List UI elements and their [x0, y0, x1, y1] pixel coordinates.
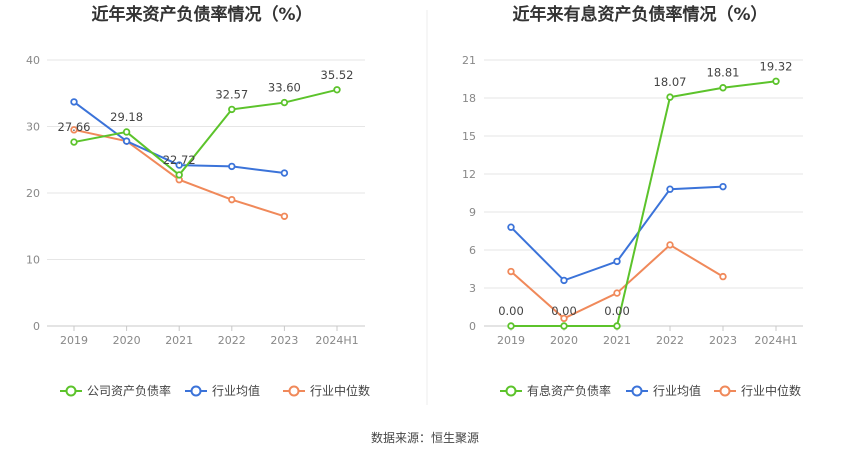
left-series-point-1: [280, 169, 289, 177]
left-x-tick-label: 2019: [60, 334, 88, 347]
left-series-point-0: [175, 171, 183, 179]
left-x-tick-label: 2022: [218, 334, 246, 347]
right-series-point-1: [719, 182, 727, 191]
right-series-point-0: [507, 322, 515, 330]
left-series-point-2: [280, 212, 289, 220]
right-series-point-2: [560, 314, 568, 323]
right-data-label: 18.81: [707, 66, 740, 80]
right-x-tick-label: 2023: [709, 334, 737, 347]
right-data-label: 18.07: [654, 75, 687, 89]
right-x-tick-label: 2021: [603, 334, 631, 347]
left-series-point-0: [122, 128, 131, 136]
right-series-line-0: [511, 80, 777, 327]
right-y-tick-label: 9: [469, 206, 476, 219]
right-series-point-1: [613, 257, 621, 266]
right-y-tick-label: 0: [469, 320, 476, 333]
right-legend-swatch-marker: [719, 385, 731, 397]
right-series-point-2: [666, 241, 674, 249]
right-series-point-0: [613, 322, 621, 330]
left-data-label: 27.66: [58, 120, 91, 134]
left-series-point-0: [228, 105, 236, 114]
left-x-tick-label: 2023: [270, 334, 298, 347]
left-series-point-1: [175, 161, 183, 169]
left-legend-swatch-marker: [288, 385, 300, 397]
left-legend-label: 行业均值: [212, 383, 260, 398]
right-legend-label: 有息资产负债率: [527, 383, 611, 398]
left-data-label: 33.60: [268, 81, 301, 95]
data-source-text: 数据来源：恒生聚源: [371, 430, 479, 445]
left-y-tick-label: 10: [26, 254, 40, 267]
left-legend-swatch-marker: [65, 385, 77, 397]
left-series-point-2: [228, 195, 236, 204]
right-y-tick-label: 6: [469, 244, 476, 257]
left-data-label: 29.18: [110, 110, 143, 124]
right-data-label: 0.00: [604, 304, 630, 318]
left-legend-swatch-marker: [190, 385, 202, 397]
right-series-point-2: [507, 267, 515, 276]
right-legend-label: 行业均值: [653, 383, 701, 398]
left-series-point-0: [280, 98, 289, 107]
right-series-point-1: [560, 276, 568, 285]
right-series-point-0: [772, 77, 780, 85]
left-series-point-1: [122, 137, 131, 145]
right-series-point-0: [560, 322, 568, 330]
right-data-label: 0.00: [551, 304, 577, 318]
right-series-point-0: [719, 84, 727, 92]
right-x-tick-label: 2019: [497, 334, 525, 347]
right-series-line-1: [510, 185, 724, 282]
left-series-point-0: [70, 138, 78, 146]
right-series-point-0: [666, 93, 674, 101]
left-data-label: 32.57: [215, 87, 248, 101]
right-series-point-2: [719, 272, 727, 281]
left-series-point-1: [228, 162, 236, 171]
left-y-tick-label: 20: [26, 187, 40, 200]
left-legend-label: 行业中位数: [310, 383, 370, 398]
right-x-tick-label: 2020: [550, 334, 578, 347]
left-x-tick-label: 2024H1: [315, 334, 358, 347]
left-series-point-2: [70, 126, 78, 134]
left-series-line-0: [73, 88, 338, 177]
right-y-tick-label: 12: [462, 168, 476, 181]
left-data-label: 35.52: [321, 68, 354, 82]
left-x-tick-label: 2020: [113, 334, 141, 347]
right-x-tick-label: 2022: [656, 334, 684, 347]
right-x-tick-label: 2024H1: [754, 334, 797, 347]
left-series-point-1: [70, 98, 78, 106]
right-series-point-1: [666, 185, 674, 193]
left-data-label: 22.72: [163, 153, 196, 167]
right-legend-swatch-marker: [505, 385, 517, 397]
right-legend-swatch-marker: [631, 385, 643, 397]
left-legend-label: 公司资产负债率: [87, 383, 171, 398]
left-y-tick-label: 30: [26, 121, 40, 134]
right-y-tick-label: 15: [462, 130, 476, 143]
right-legend-label: 行业中位数: [741, 383, 801, 398]
right-series-point-1: [507, 223, 515, 231]
left-series-point-0: [333, 86, 341, 94]
right-series-point-2: [613, 289, 621, 297]
left-y-tick-label: 40: [26, 54, 40, 67]
right-data-label: 0.00: [498, 304, 524, 318]
chart-title-right: 近年来有息资产负债率情况（%）: [512, 4, 767, 25]
left-y-tick-label: 0: [33, 320, 40, 333]
right-y-tick-label: 21: [462, 54, 476, 67]
right-y-tick-label: 3: [469, 282, 476, 295]
chart-title-left: 近年来资产负债率情况（%）: [91, 4, 312, 25]
right-y-tick-label: 18: [462, 92, 476, 105]
left-x-tick-label: 2021: [165, 334, 193, 347]
right-data-label: 19.32: [760, 59, 793, 73]
